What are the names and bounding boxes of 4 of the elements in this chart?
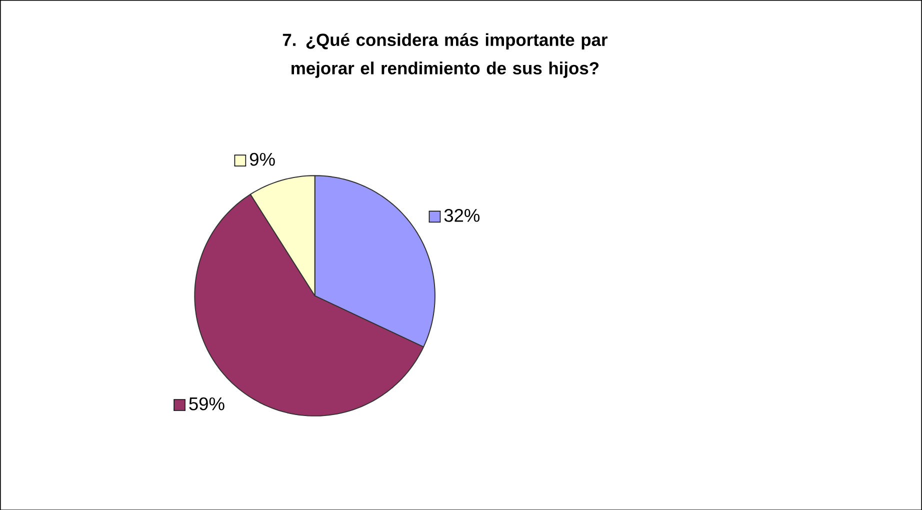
data-label: 9% [250, 152, 275, 166]
chart-title: 7. ¿Qué considera más importante par mejorar el rendimiento de sus hijos? [282, 32, 608, 78]
data-label: 32% [444, 208, 480, 222]
data-label: 59% [189, 397, 224, 410]
